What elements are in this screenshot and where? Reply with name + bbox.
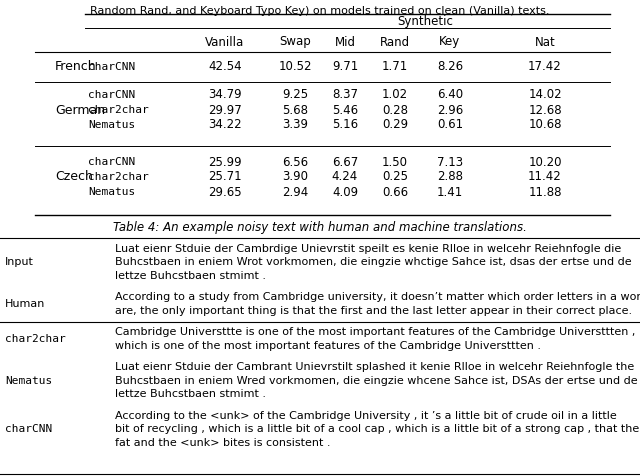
- Text: 25.99: 25.99: [208, 156, 242, 169]
- Text: char2char: char2char: [5, 334, 66, 344]
- Text: 34.22: 34.22: [208, 119, 242, 131]
- Text: French: French: [55, 60, 97, 73]
- Text: Luat eienr Stduie der Cambrdige Unievrstit speilt es kenie Rlloe in welcehr Reie: Luat eienr Stduie der Cambrdige Unievrst…: [115, 244, 621, 254]
- Text: Nematus: Nematus: [88, 187, 135, 197]
- Text: 25.71: 25.71: [208, 170, 242, 184]
- Text: char2char: char2char: [88, 105, 148, 115]
- Text: 10.20: 10.20: [528, 156, 562, 169]
- Text: Buhcstbaen in eniem Wred vorkmomen, die eingzie whcene Sahce ist, DSAs der ertse: Buhcstbaen in eniem Wred vorkmomen, die …: [115, 376, 637, 386]
- Text: 0.66: 0.66: [382, 186, 408, 198]
- Text: German: German: [55, 103, 105, 117]
- Text: According to the <unk> of the Cambridge University , it ’s a little bit of crude: According to the <unk> of the Cambridge …: [115, 411, 617, 421]
- Text: Rand: Rand: [380, 36, 410, 49]
- Text: According to a study from Cambridge university, it doesn’t matter which order le: According to a study from Cambridge univ…: [115, 292, 640, 302]
- Text: Synthetic: Synthetic: [397, 14, 453, 28]
- Text: Nat: Nat: [534, 36, 556, 49]
- Text: lettze Buhcstbaen stmimt .: lettze Buhcstbaen stmimt .: [115, 271, 266, 281]
- Text: Cambridge Universttte is one of the most important features of the Cambridge Uni: Cambridge Universttte is one of the most…: [115, 327, 636, 337]
- Text: 3.39: 3.39: [282, 119, 308, 131]
- Text: 11.42: 11.42: [528, 170, 562, 184]
- Text: 5.68: 5.68: [282, 103, 308, 117]
- Text: 0.28: 0.28: [382, 103, 408, 117]
- Text: 7.13: 7.13: [437, 156, 463, 169]
- Text: Luat eienr Stduie der Cambrant Unievrstilt splashed it kenie Rlloe in welcehr Re: Luat eienr Stduie der Cambrant Unievrsti…: [115, 362, 634, 372]
- Text: charCNN: charCNN: [5, 424, 52, 434]
- Text: 12.68: 12.68: [528, 103, 562, 117]
- Text: 6.67: 6.67: [332, 156, 358, 169]
- Text: 14.02: 14.02: [528, 89, 562, 101]
- Text: Table 4: An example noisy text with human and machine translations.: Table 4: An example noisy text with huma…: [113, 221, 527, 235]
- Text: Buhcstbaen in eniem Wrot vorkmomen, die eingzie whctige Sahce ist, dsas der erts: Buhcstbaen in eniem Wrot vorkmomen, die …: [115, 257, 632, 267]
- Text: 42.54: 42.54: [208, 60, 242, 73]
- Text: lettze Buhcstbaen stmimt .: lettze Buhcstbaen stmimt .: [115, 389, 266, 399]
- Text: Random Rand, and Keyboard Typo Key) on models trained on clean (Vanilla) texts.: Random Rand, and Keyboard Typo Key) on m…: [90, 6, 550, 16]
- Text: fat and the <unk> bites is consistent .: fat and the <unk> bites is consistent .: [115, 438, 330, 448]
- Text: 1.50: 1.50: [382, 156, 408, 169]
- Text: charCNN: charCNN: [88, 62, 135, 72]
- Text: 6.56: 6.56: [282, 156, 308, 169]
- Text: char2char: char2char: [88, 172, 148, 182]
- Text: Nematus: Nematus: [88, 120, 135, 130]
- Text: 5.46: 5.46: [332, 103, 358, 117]
- Text: 2.96: 2.96: [437, 103, 463, 117]
- Text: 4.09: 4.09: [332, 186, 358, 198]
- Text: 8.37: 8.37: [332, 89, 358, 101]
- Text: Human: Human: [5, 299, 45, 309]
- Text: 2.94: 2.94: [282, 186, 308, 198]
- Text: are, the only important thing is that the first and the last letter appear in th: are, the only important thing is that th…: [115, 306, 632, 316]
- Text: 6.40: 6.40: [437, 89, 463, 101]
- Text: Mid: Mid: [335, 36, 355, 49]
- Text: 0.25: 0.25: [382, 170, 408, 184]
- Text: 34.79: 34.79: [208, 89, 242, 101]
- Text: charCNN: charCNN: [88, 90, 135, 100]
- Text: charCNN: charCNN: [88, 157, 135, 167]
- Text: 0.29: 0.29: [382, 119, 408, 131]
- Text: 29.97: 29.97: [208, 103, 242, 117]
- Text: which is one of the most important features of the Cambridge Universttten .: which is one of the most important featu…: [115, 341, 541, 351]
- Text: Nematus: Nematus: [5, 376, 52, 386]
- Text: Key: Key: [440, 36, 461, 49]
- Text: 3.90: 3.90: [282, 170, 308, 184]
- Text: 1.71: 1.71: [382, 60, 408, 73]
- Text: 9.71: 9.71: [332, 60, 358, 73]
- Text: 2.88: 2.88: [437, 170, 463, 184]
- Text: Input: Input: [5, 257, 34, 267]
- Text: 1.02: 1.02: [382, 89, 408, 101]
- Text: 5.16: 5.16: [332, 119, 358, 131]
- Text: 0.61: 0.61: [437, 119, 463, 131]
- Text: 11.88: 11.88: [528, 186, 562, 198]
- Text: 4.24: 4.24: [332, 170, 358, 184]
- Text: 9.25: 9.25: [282, 89, 308, 101]
- Text: Vanilla: Vanilla: [205, 36, 244, 49]
- Text: Czech: Czech: [55, 170, 93, 184]
- Text: 17.42: 17.42: [528, 60, 562, 73]
- Text: Swap: Swap: [279, 36, 311, 49]
- Text: 10.68: 10.68: [528, 119, 562, 131]
- Text: 1.41: 1.41: [437, 186, 463, 198]
- Text: 29.65: 29.65: [208, 186, 242, 198]
- Text: 8.26: 8.26: [437, 60, 463, 73]
- Text: bit of recycling , which is a little bit of a cool cap , which is a little bit o: bit of recycling , which is a little bit…: [115, 424, 639, 434]
- Text: 10.52: 10.52: [278, 60, 312, 73]
